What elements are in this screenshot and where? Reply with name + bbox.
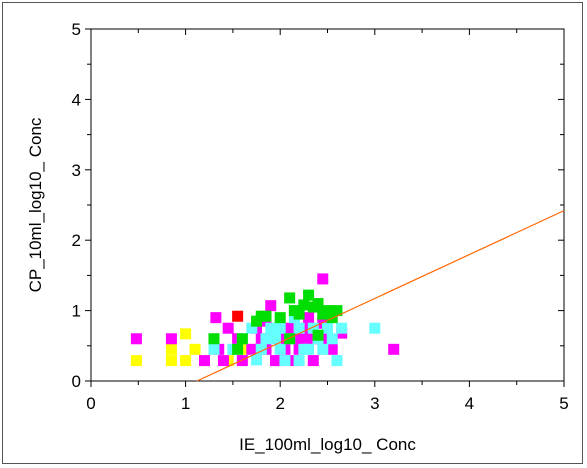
data-point xyxy=(199,355,211,367)
data-point xyxy=(331,305,343,317)
data-point xyxy=(331,355,343,367)
data-point xyxy=(284,333,296,345)
data-point xyxy=(322,322,333,334)
data-point xyxy=(388,343,400,355)
y-tick-label: 2 xyxy=(72,231,81,250)
data-point xyxy=(274,343,286,355)
x-tick-label: 5 xyxy=(559,394,568,413)
y-tick-label: 5 xyxy=(72,20,81,39)
data-point xyxy=(269,333,281,345)
data-point xyxy=(130,355,142,367)
data-point xyxy=(165,343,177,355)
data-point xyxy=(303,312,315,324)
data-point xyxy=(274,322,286,334)
axes: 0 1 2 3 4 5 0 1 2 3 4 5 xyxy=(72,20,569,413)
data-point xyxy=(303,289,315,301)
data-point xyxy=(222,322,234,334)
data-point xyxy=(165,333,177,345)
data-point xyxy=(303,343,315,355)
data-point xyxy=(130,333,142,345)
data-point xyxy=(260,333,272,345)
data-point xyxy=(208,333,220,345)
data-point xyxy=(251,354,263,366)
data-point xyxy=(232,310,244,322)
data-point xyxy=(189,343,201,355)
data-point xyxy=(303,333,315,345)
y-tick-label: 0 xyxy=(72,372,81,391)
data-point xyxy=(293,333,305,345)
data-point xyxy=(265,322,277,334)
data-point xyxy=(293,322,305,334)
y-tick-label: 4 xyxy=(72,90,81,109)
data-point xyxy=(274,312,286,324)
data-point xyxy=(246,322,258,334)
data-point xyxy=(217,355,229,367)
data-point xyxy=(260,310,272,322)
data-point xyxy=(210,312,222,324)
data-point xyxy=(293,355,305,367)
data-point xyxy=(307,322,319,334)
x-tick-label: 4 xyxy=(465,394,474,413)
data-point xyxy=(236,333,248,345)
data-point xyxy=(255,343,267,355)
data-point xyxy=(317,343,329,355)
x-tick-label: 1 xyxy=(181,394,190,413)
data-points xyxy=(130,210,565,382)
data-point xyxy=(180,355,192,367)
data-point xyxy=(208,343,220,355)
data-point xyxy=(246,343,258,355)
data-point xyxy=(298,299,310,311)
data-point xyxy=(312,298,324,310)
data-point xyxy=(369,322,381,334)
y-tick-label: 1 xyxy=(72,302,81,321)
x-tick-label: 2 xyxy=(275,394,284,413)
data-point xyxy=(307,355,319,367)
data-point xyxy=(232,343,244,355)
data-point xyxy=(279,355,291,367)
data-point xyxy=(293,308,305,320)
data-point xyxy=(180,328,192,340)
data-point xyxy=(336,322,348,334)
data-point xyxy=(284,322,296,334)
y-tick-label: 3 xyxy=(72,161,81,180)
x-tick-label: 0 xyxy=(86,394,95,413)
data-point xyxy=(165,355,177,367)
data-point xyxy=(265,300,277,312)
chart-frame: 0 1 2 3 4 5 0 1 2 3 4 5 IE_100ml_log10_ Conc CP_10m… xyxy=(2,2,583,464)
y-axis-title: CP_10ml_log10_ Conc xyxy=(26,117,45,292)
x-axis-title: IE_100ml_log10_ Conc xyxy=(239,435,416,454)
x-tick-label: 3 xyxy=(370,394,379,413)
data-point xyxy=(312,329,324,341)
trend-line xyxy=(196,210,565,382)
data-point xyxy=(326,343,338,355)
data-point xyxy=(322,305,333,317)
data-point xyxy=(284,292,296,304)
data-point xyxy=(238,343,250,355)
scatter-chart: 0 1 2 3 4 5 0 1 2 3 4 5 IE_100ml_log10_ Conc CP_10m… xyxy=(26,20,569,454)
data-point xyxy=(317,273,329,285)
data-point xyxy=(326,333,338,345)
